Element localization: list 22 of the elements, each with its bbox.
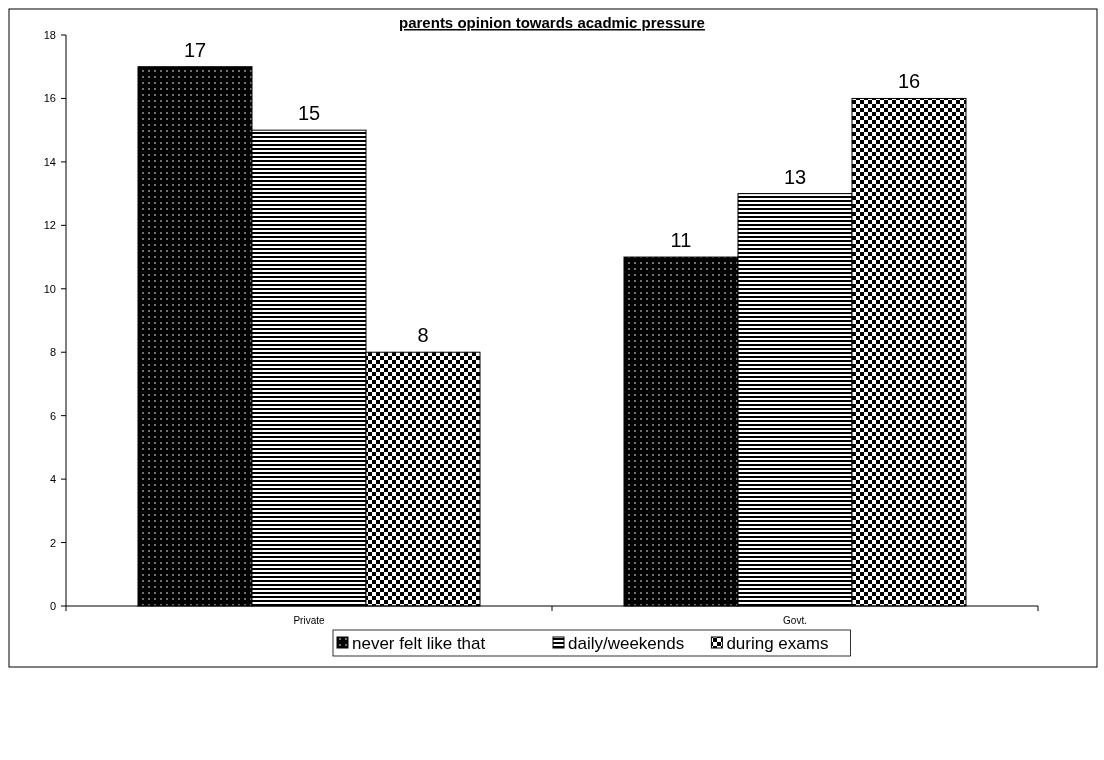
- y-tick-label: 2: [49, 536, 56, 549]
- legend-label: during exams: [726, 634, 829, 653]
- legend-label: never felt like that: [352, 634, 486, 653]
- data-label: 13: [783, 165, 807, 188]
- x-tick-label: Private: [293, 615, 325, 626]
- chart-title: parents opinion towards acadmic pressure: [399, 14, 705, 31]
- y-tick-label: 4: [49, 473, 56, 486]
- data-label: 16: [897, 70, 921, 93]
- y-tick-label: 16: [43, 92, 56, 105]
- y-tick-label: 12: [43, 219, 56, 232]
- legend-label: daily/weekends: [568, 634, 685, 653]
- y-tick-label: 8: [49, 346, 56, 359]
- y-tick-label: 18: [43, 29, 56, 41]
- y-tick-label: 10: [43, 282, 56, 295]
- y-tick-label: 6: [49, 409, 56, 422]
- data-label: 15: [297, 102, 321, 125]
- data-label: 17: [183, 38, 207, 61]
- y-tick-label: 14: [43, 155, 56, 168]
- data-label: 11: [670, 229, 692, 252]
- x-tick-label: Govt.: [783, 615, 807, 626]
- y-tick-label: 0: [49, 600, 56, 612]
- data-label: 8: [417, 324, 429, 347]
